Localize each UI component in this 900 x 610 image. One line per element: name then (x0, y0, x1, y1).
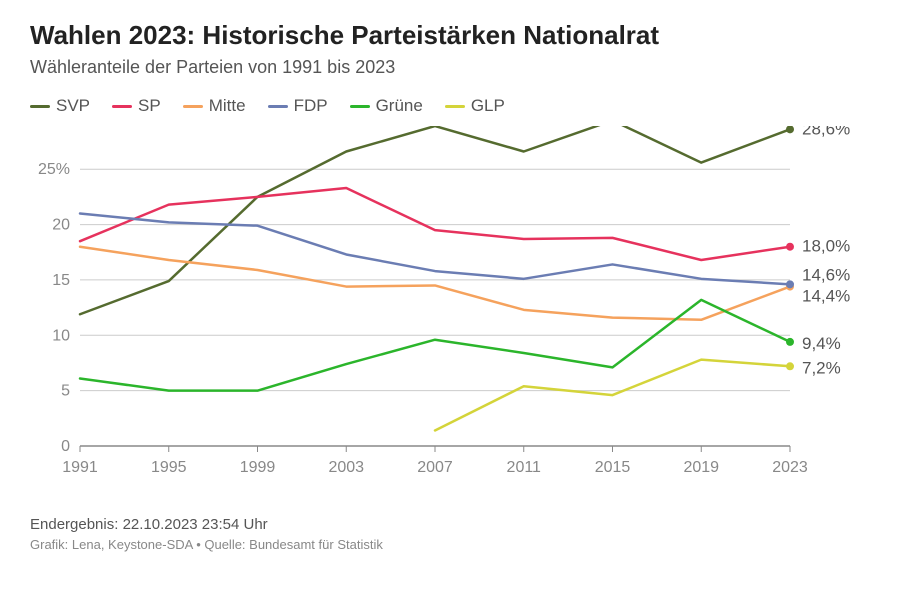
svg-text:1991: 1991 (62, 459, 98, 476)
footer-credits: Grafik: Lena, Keystone-SDA • Quelle: Bun… (30, 537, 870, 552)
legend-swatch (268, 105, 288, 108)
legend-item-glp: GLP (445, 96, 505, 116)
svg-text:1995: 1995 (151, 459, 187, 476)
legend-label: Mitte (209, 96, 246, 116)
svg-text:2011: 2011 (507, 459, 542, 476)
svg-text:2019: 2019 (683, 459, 719, 476)
svg-text:2003: 2003 (328, 459, 364, 476)
line-chart: 0 5 10 15 20 25% 1991 1995 1999 2003 2007 2011 2015 2… (30, 126, 870, 486)
legend-item-svp: SVP (30, 96, 90, 116)
legend-item-grüne: Grüne (350, 96, 423, 116)
svg-text:2023: 2023 (772, 459, 808, 476)
legend-item-mitte: Mitte (183, 96, 246, 116)
legend-label: SVP (56, 96, 90, 116)
legend-label: FDP (294, 96, 328, 116)
legend: SVP SP Mitte FDP Grüne GLP (30, 96, 870, 116)
legend-swatch (30, 105, 50, 108)
svg-text:2015: 2015 (595, 459, 631, 476)
svg-text:9,4%: 9,4% (802, 334, 841, 353)
legend-label: GLP (471, 96, 505, 116)
svg-text:28,6%: 28,6% (802, 126, 850, 138)
svg-text:1999: 1999 (240, 459, 276, 476)
footer-result: Endergebnis: 22.10.2023 23:54 Uhr (30, 516, 870, 533)
legend-swatch (350, 105, 370, 108)
svg-text:15: 15 (52, 272, 70, 289)
svg-text:0: 0 (61, 438, 70, 455)
legend-swatch (183, 105, 203, 108)
svg-text:10: 10 (52, 327, 70, 344)
svg-text:2007: 2007 (417, 459, 453, 476)
page-title: Wahlen 2023: Historische Parteistärken N… (30, 20, 870, 51)
legend-item-sp: SP (112, 96, 161, 116)
svg-text:18,0%: 18,0% (802, 237, 850, 256)
legend-swatch (112, 105, 132, 108)
legend-label: Grüne (376, 96, 423, 116)
svg-text:25%: 25% (38, 161, 70, 178)
svg-text:14,6%: 14,6% (802, 266, 850, 285)
svg-text:5: 5 (61, 383, 70, 400)
legend-item-fdp: FDP (268, 96, 328, 116)
legend-swatch (445, 105, 465, 108)
svg-text:20: 20 (52, 217, 70, 234)
svg-text:7,2%: 7,2% (802, 359, 841, 378)
page-subtitle: Wähleranteile der Parteien von 1991 bis … (30, 57, 870, 78)
legend-label: SP (138, 96, 161, 116)
svg-text:14,4%: 14,4% (802, 287, 850, 306)
